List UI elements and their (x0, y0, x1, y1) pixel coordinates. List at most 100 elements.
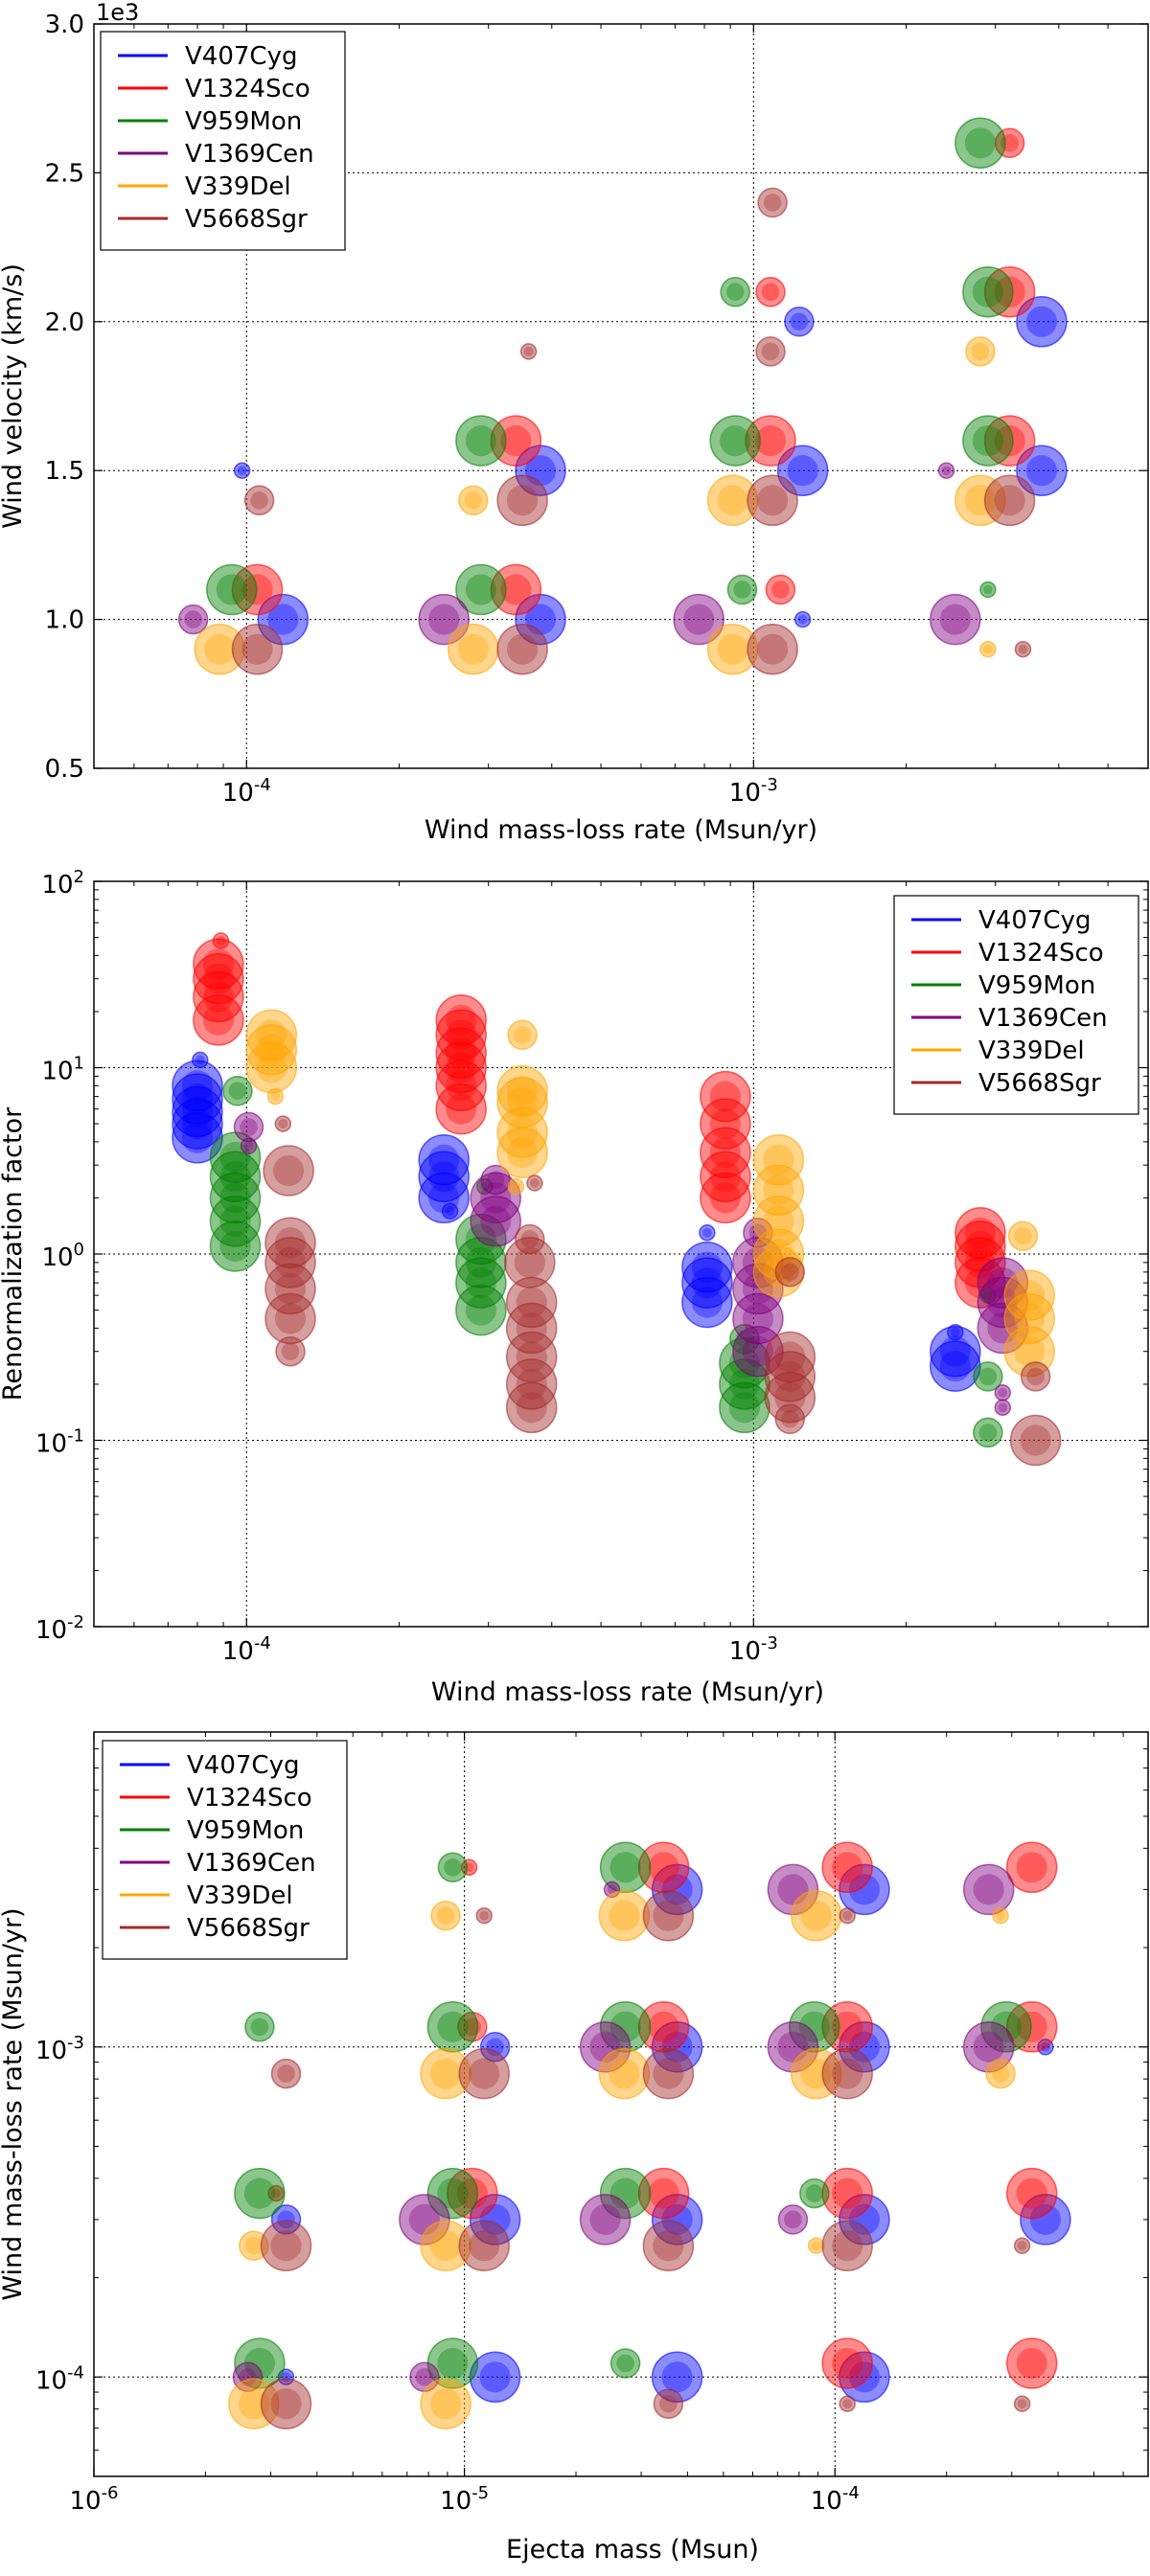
data-point-v1369cen (232, 2361, 264, 2393)
data-point-v407cyg (469, 2194, 521, 2245)
data-point-core-v1324sco (964, 1267, 996, 1299)
data-point-core-v959mon (219, 1142, 251, 1174)
data-point-v407cyg (1016, 445, 1068, 496)
data-point-v1324sco (447, 2167, 498, 2220)
data-point-core-v959mon (728, 1392, 761, 1424)
data-point-v407cyg (699, 1224, 716, 1242)
data-point-core-v407cyg (181, 1096, 214, 1128)
data-point-v339del (194, 623, 245, 675)
points-layer (172, 932, 1062, 1467)
data-point-v5668sgr (504, 1237, 556, 1288)
data-point-core-v407cyg (486, 2038, 504, 2057)
data-point-v407cyg (418, 1172, 470, 1224)
data-point-core-v1324sco (709, 1161, 742, 1193)
data-point-v1369cen (732, 1325, 784, 1378)
data-point-core-v407cyg (428, 1144, 460, 1175)
data-point-core-v1324sco (709, 1108, 742, 1140)
data-point-v339del (752, 1228, 805, 1280)
data-point-v1369cen (732, 1237, 784, 1288)
data-point-v5668sgr (764, 1371, 816, 1424)
data-point-core-v959mon (228, 1082, 247, 1101)
data-point-v5668sgr (274, 1115, 292, 1132)
data-point-v1324sco (435, 1083, 487, 1135)
data-point-v1369cen (418, 593, 470, 646)
data-point-core-v339del (1014, 1280, 1046, 1311)
data-point-v959mon (980, 2001, 1032, 2053)
data-point-v407cyg (172, 1073, 223, 1125)
data-point-v407cyg (839, 2351, 890, 2404)
data-point-core-v5668sgr (757, 485, 789, 516)
data-point-v407cyg (681, 1276, 733, 1329)
data-point-v339del (496, 1077, 548, 1128)
data-point-core-v407cyg (691, 1251, 724, 1283)
data-point-core-v5668sgr (277, 2064, 295, 2083)
data-point-core-v5668sgr (507, 633, 539, 665)
data-point-core-v339del (256, 1034, 288, 1065)
data-point-v1324sco (700, 1098, 751, 1150)
data-point-core-v407cyg (181, 1083, 214, 1115)
data-point-core-v959mon (972, 425, 1003, 457)
data-point-core-v959mon (219, 1205, 251, 1237)
data-point-core-v1324sco (994, 276, 1025, 308)
data-point-core-v339del (609, 2058, 640, 2089)
data-point-core-v339del (430, 2058, 462, 2089)
data-point-core-v339del (238, 2388, 269, 2420)
x-axis-label: Ejecta mass (Msun) (506, 2535, 759, 2565)
data-point-core-v5668sgr (832, 2058, 863, 2089)
data-point-v5668sgr (263, 1145, 314, 1197)
data-point-core-v1324sco (202, 948, 234, 980)
data-point-core-v407cyg (181, 1070, 214, 1102)
data-point-core-v5668sgr (653, 1900, 684, 1931)
data-point-v5668sgr (458, 2047, 510, 2100)
data-point-core-v407cyg (237, 466, 247, 476)
data-point-v5668sgr (774, 1403, 806, 1435)
data-point-core-v339del (270, 1091, 281, 1102)
data-point-v5668sgr (505, 1302, 558, 1355)
data-point-v1324sco (821, 2337, 873, 2389)
data-point-v1369cen (930, 593, 981, 646)
data-point-core-v1324sco (709, 1137, 742, 1169)
legend-label-v1324sco: V1324Sco (978, 939, 1104, 968)
data-point-v5668sgr (774, 1257, 806, 1288)
data-point-core-v5668sgr (514, 1246, 545, 1278)
data-point-core-v959mon (610, 2177, 641, 2209)
data-point-core-v959mon (982, 1290, 993, 1301)
data-point-core-v5668sgr (842, 1910, 853, 1921)
data-point-v959mon (599, 1841, 652, 1894)
data-point-core-v407cyg (277, 2210, 295, 2229)
data-point-core-v5668sgr (516, 1341, 547, 1373)
data-point-core-v959mon (972, 276, 1003, 308)
data-point-core-v5668sgr (270, 2388, 302, 2420)
data-point-v339del (1007, 1220, 1039, 1251)
data-point-core-v1369cen (243, 1141, 254, 1151)
data-point-v339del (430, 1900, 461, 1931)
data-point-core-v959mon (219, 1161, 251, 1193)
data-point-core-v959mon (444, 1858, 462, 1877)
data-point-core-v5668sgr (250, 491, 268, 510)
data-point-core-v1324sco (648, 1852, 679, 1883)
data-point-core-v1324sco (446, 1019, 477, 1051)
data-point-core-v5668sgr (761, 342, 780, 361)
data-point-core-v1369cen (240, 1118, 258, 1136)
data-point-v407cyg (947, 1323, 964, 1341)
data-point-v1369cen (603, 1881, 621, 1899)
data-point-v5668sgr (260, 2220, 312, 2271)
data-point-core-v1324sco (1016, 2347, 1047, 2380)
data-point-v1369cen (937, 462, 955, 479)
data-point-v959mon (719, 1381, 770, 1434)
data-point-v1324sco (435, 994, 487, 1046)
data-point-v5668sgr (505, 1276, 558, 1329)
data-point-v959mon (789, 2001, 840, 2053)
data-point-core-v407cyg (939, 1351, 971, 1382)
legend-label-v959mon: V959Mon (187, 1816, 304, 1845)
data-point-core-v339del (800, 1900, 832, 1931)
data-point-core-v1324sco (446, 1004, 477, 1036)
data-point-core-v1324sco (964, 1217, 996, 1248)
data-point-core-v959mon (465, 1267, 496, 1299)
data-point-v1324sco (954, 1237, 1006, 1288)
data-point-v407cyg (257, 593, 310, 646)
data-point-core-v339del (763, 1144, 794, 1175)
data-point-v339del (598, 1889, 651, 1942)
data-point-core-v959mon (725, 283, 745, 302)
data-point-core-v1369cen (748, 1223, 768, 1242)
